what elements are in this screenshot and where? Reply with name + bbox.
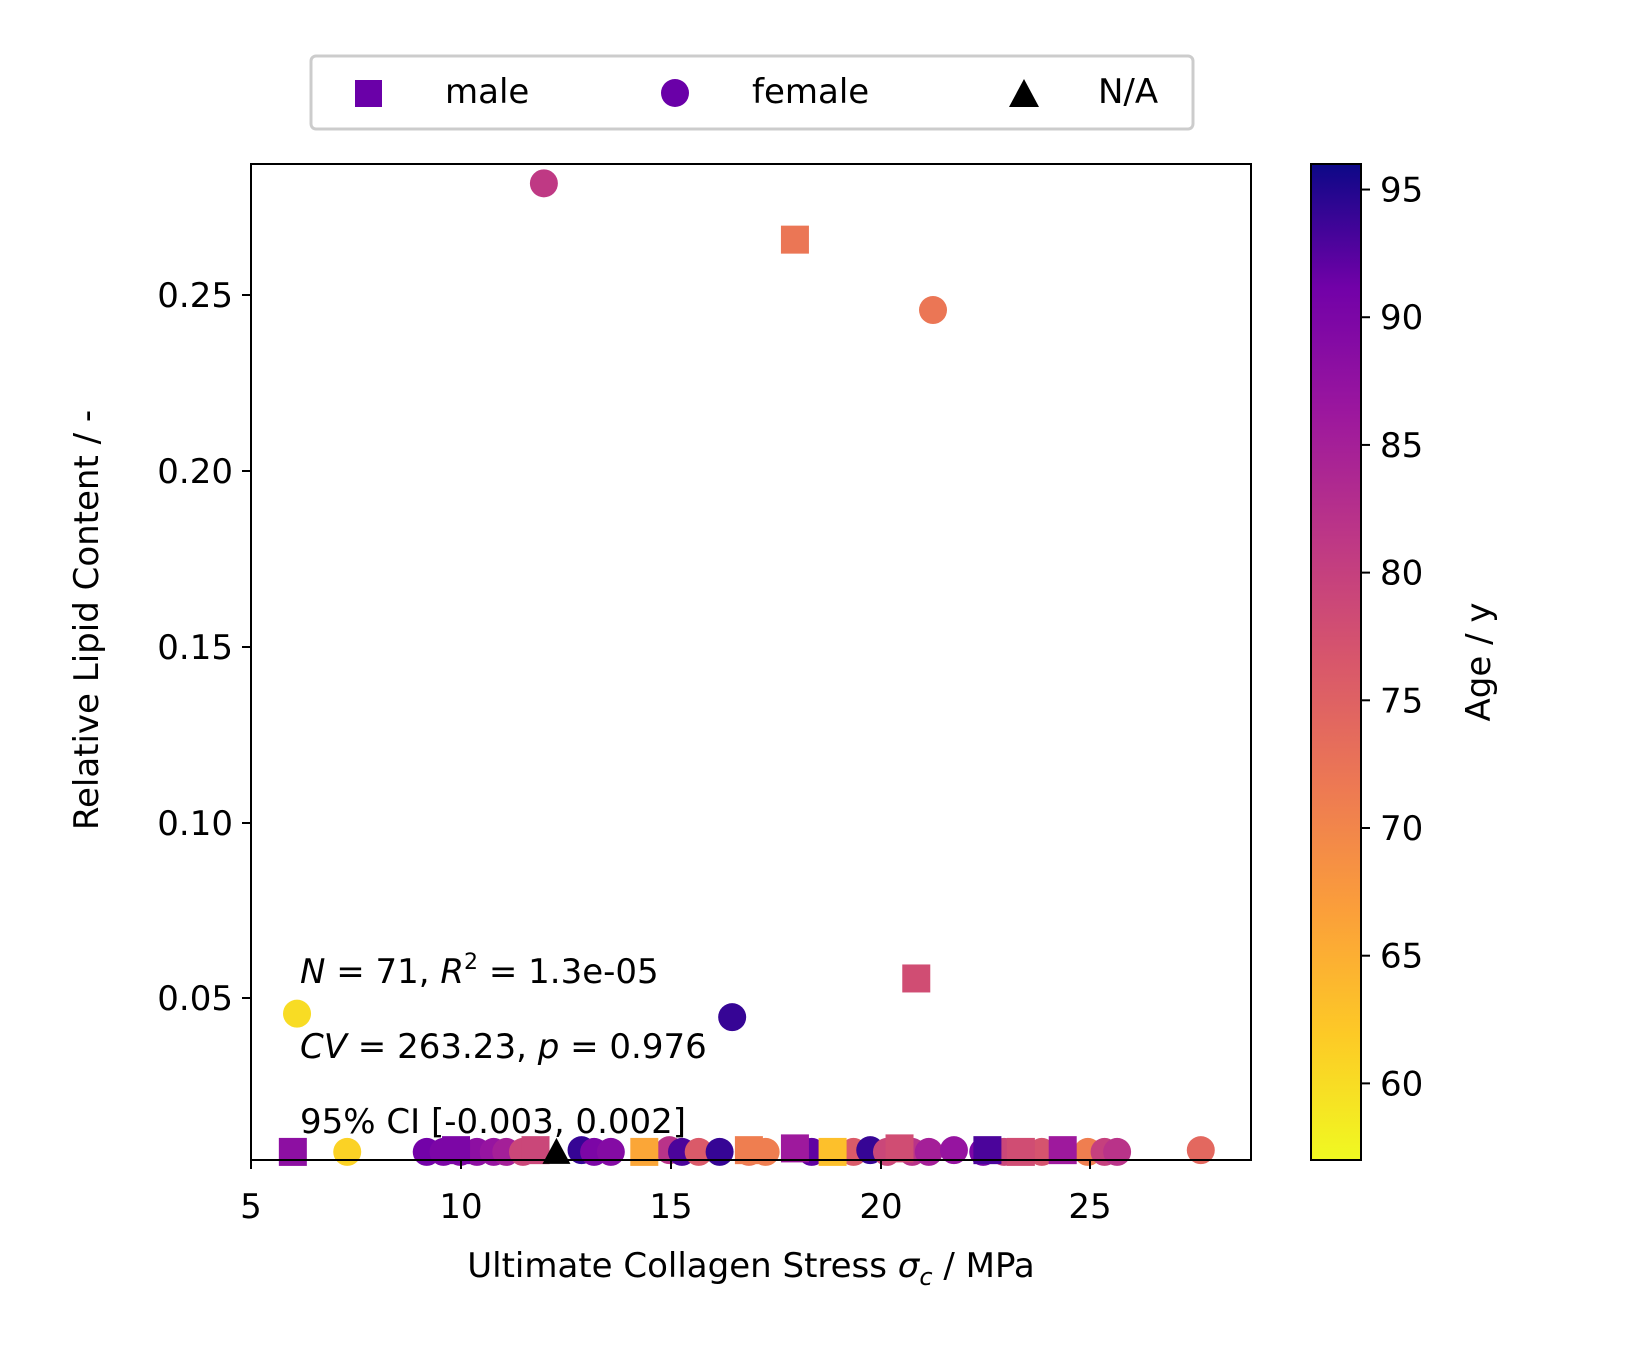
scatter-points: [278, 169, 1215, 1166]
data-point-male: [780, 225, 809, 254]
x-tick-label: 15: [649, 1187, 692, 1227]
data-point-female: [684, 1137, 713, 1166]
colorbar-tick-label: 75: [1380, 681, 1423, 721]
legend-frame: [309, 54, 1195, 131]
data-point-male: [818, 1137, 847, 1166]
data-point-female: [529, 169, 558, 198]
colorbar-ticks: 60 65 70 75 80 85 90 95: [1361, 171, 1423, 1104]
stats-p-value: = 0.976: [559, 1027, 706, 1067]
data-point-male: [1006, 1137, 1035, 1166]
x-tick-label: 10: [439, 1187, 482, 1227]
x-axis-label-subscript: c: [919, 1263, 932, 1291]
y-tick-label: 0.20: [157, 452, 233, 492]
stats-line-n-r2: N = 71, R2 = 1.3e-05: [300, 950, 659, 992]
colorbar-tick-label: 80: [1380, 554, 1423, 594]
stats-line-ci: 95% CI [-0.003, 0.002]: [300, 1102, 686, 1142]
colorbar-gradient: [1310, 163, 1362, 1161]
x-tick-label: 25: [1068, 1187, 1111, 1227]
x-axis-label: Ultimate Collagen Stress σc / MPa: [467, 1246, 1035, 1291]
data-point-female: [914, 1137, 943, 1166]
colorbar-label: Age / y: [1459, 603, 1499, 722]
y-axis: 0.05 0.10 0.15 0.20 0.25 Relative Lipid …: [67, 276, 251, 1019]
stats-r2-value: = 1.3e-05: [478, 952, 659, 992]
data-point-male: [780, 1134, 809, 1163]
stats-cv-symbol: CV: [300, 1027, 350, 1067]
data-point-female: [705, 1137, 734, 1166]
data-point-female: [718, 1003, 747, 1032]
legend-circle-marker: [661, 79, 689, 107]
stats-r-superscript: 2: [464, 950, 478, 975]
data-point-male: [630, 1137, 659, 1166]
data-point-female: [1186, 1136, 1215, 1165]
x-tick-label: 5: [240, 1187, 262, 1227]
colorbar: 60 65 70 75 80 85 90 95 Age / y: [1310, 163, 1499, 1161]
data-point-female: [596, 1137, 625, 1166]
colorbar-tick-label: 95: [1380, 171, 1423, 211]
stats-n-symbol: N: [300, 952, 325, 992]
y-tick-label: 0.15: [157, 628, 233, 668]
colorbar-tick-label: 65: [1380, 937, 1423, 977]
x-axis-label-unit: / MPa: [933, 1246, 1035, 1286]
legend-label-male: male: [445, 72, 529, 112]
x-axis-label-symbol: σ: [898, 1246, 921, 1286]
stats-n-value: = 71,: [325, 952, 440, 992]
y-tick-label: 0.25: [157, 276, 233, 316]
data-point-female: [283, 999, 312, 1028]
legend-square-marker: [355, 80, 382, 107]
y-tick-label: 0.10: [157, 804, 233, 844]
stats-p-symbol: p: [537, 1027, 560, 1067]
colorbar-tick-label: 60: [1380, 1064, 1423, 1104]
stats-annotation: N = 71, R2 = 1.3e-05 CV = 263.23, p = 0.…: [300, 950, 707, 1142]
y-axis-label: Relative Lipid Content / -: [67, 410, 107, 830]
stats-r-symbol: R: [440, 952, 464, 992]
colorbar-tick-label: 85: [1380, 426, 1423, 466]
legend-label-female: female: [752, 72, 869, 112]
data-point-male: [902, 964, 931, 993]
data-point-na: [542, 1137, 571, 1164]
data-point-female: [1103, 1137, 1132, 1166]
legend: male female N/A: [309, 54, 1195, 131]
x-axis-label-text: Ultimate Collagen Stress: [467, 1246, 898, 1286]
y-tick-label: 0.05: [157, 979, 233, 1019]
stats-cv-value: = 263.23,: [347, 1027, 538, 1067]
data-point-male: [278, 1137, 307, 1166]
x-axis: 5 10 15 20 25 Ultimate Collagen Stress σ…: [240, 1160, 1112, 1291]
plot-frame: [250, 163, 1252, 1161]
data-point-female: [939, 1136, 968, 1165]
data-point-female: [333, 1137, 362, 1166]
legend-triangle-marker: [1009, 79, 1039, 107]
colorbar-tick-label: 70: [1380, 809, 1423, 849]
legend-label-na: N/A: [1098, 72, 1158, 112]
data-point-male: [885, 1134, 914, 1163]
stats-line-cv-p: CV = 263.23, p = 0.976: [300, 1027, 707, 1067]
x-tick-label: 20: [859, 1187, 902, 1227]
data-point-female: [919, 296, 948, 325]
colorbar-tick-label: 90: [1380, 298, 1423, 338]
